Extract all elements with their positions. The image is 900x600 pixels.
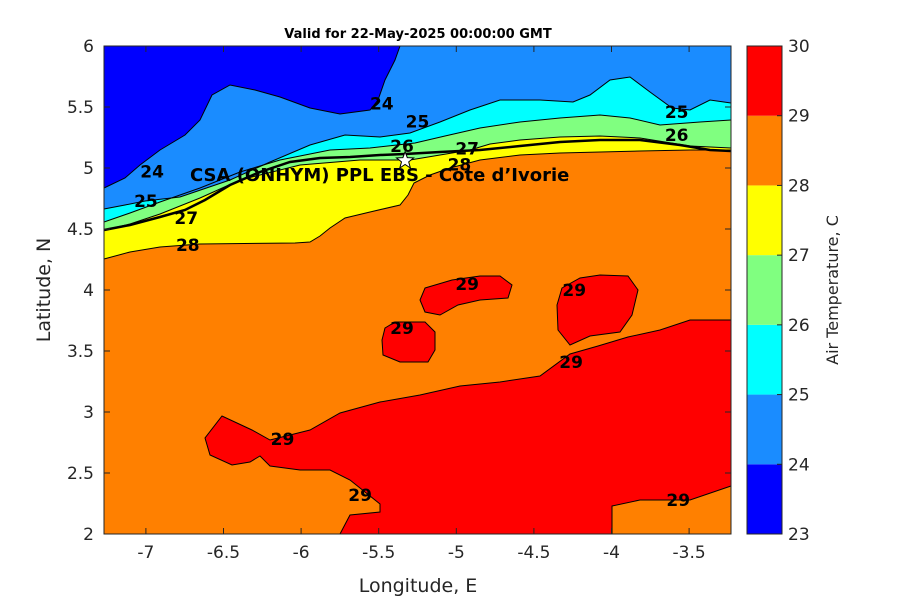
- colorbar-label: Air Temperature, C: [823, 215, 842, 365]
- contour-label: 27: [455, 139, 479, 159]
- contour-label: 28: [176, 236, 200, 256]
- coastline: [103, 138, 732, 232]
- colorbar-tick-label: 23: [788, 525, 810, 545]
- colorbar-segment: [747, 394, 782, 465]
- contour-label: 25: [665, 103, 689, 123]
- contour-label: 25: [134, 192, 158, 212]
- y-tick-label: 4: [83, 281, 94, 301]
- colorbar-tick-label: 27: [788, 246, 810, 266]
- contour-label: 27: [174, 209, 198, 229]
- contour-line-26: [103, 114, 732, 223]
- y-tick-label: 3.5: [67, 342, 94, 362]
- y-tick-label: 2: [83, 525, 94, 545]
- colorbar-tick-label: 26: [788, 316, 810, 336]
- field-29-cell-b: [381, 321, 436, 363]
- contour-label: 25: [406, 113, 430, 133]
- colorbar-segment: [747, 324, 782, 395]
- y-tick-label: 2.5: [67, 464, 94, 484]
- colorbar-tick-label: 24: [788, 455, 810, 475]
- contour-line-24: [103, 45, 401, 189]
- field-29-cell-a: [419, 275, 513, 316]
- colorbar-tick-label: 30: [788, 37, 810, 57]
- contour-label: 24: [140, 163, 164, 183]
- y-tick-label: 4.5: [67, 220, 94, 240]
- contour-label: 29: [271, 430, 295, 450]
- colorbar-tick-label: 28: [788, 176, 810, 196]
- contour-label: 26: [390, 137, 414, 157]
- y-axis-label: Latitude, N: [33, 238, 55, 343]
- site-star-icon: [395, 150, 415, 170]
- x-axis-label: Longitude, E: [359, 575, 478, 597]
- y-axis: 2 2.5 3 3.5 4 4.5 5 5.5 6: [67, 37, 731, 545]
- contour-label: 26: [665, 126, 689, 146]
- x-tick-label: -5.5: [362, 543, 395, 563]
- colorbar-segment: [747, 115, 782, 186]
- field-29-cell-c: [556, 274, 639, 346]
- colorbar-segment: [747, 255, 782, 325]
- x-tick-label: -6.5: [207, 543, 240, 563]
- x-tick-label: -4: [603, 543, 620, 563]
- contour-label: 29: [455, 275, 479, 295]
- contour-label: 28: [448, 155, 472, 175]
- colorbar-tick-label: 29: [788, 107, 810, 127]
- y-tick-label: 3: [83, 403, 94, 423]
- x-tick-label: -4.5: [517, 543, 550, 563]
- colorbar-tick-label: 25: [788, 386, 810, 406]
- colorbar: 23 24 25 26 27 28 29 30: [746, 37, 810, 545]
- contour-label: 29: [348, 486, 372, 506]
- y-tick-label: 6: [83, 37, 94, 57]
- contour-label: 24: [370, 94, 394, 114]
- y-tick-label: 5: [83, 159, 94, 179]
- contour-line-28: [103, 149, 731, 260]
- site-name-label: CSA (ONHYM) PPL EBS - Cote d’Ivorie: [190, 165, 569, 186]
- contour-line-25: [103, 76, 732, 210]
- contour-label: 29: [559, 353, 583, 373]
- colorbar-segment: [747, 464, 782, 534]
- x-axis: -7 -6.5 -6 -5.5 -5 -4.5 -4 -3.5: [137, 46, 706, 563]
- y-tick-label: 5.5: [67, 98, 94, 118]
- contour-label: 29: [562, 281, 586, 301]
- colorbar-frame: [746, 45, 783, 535]
- field-23-24: [104, 46, 400, 188]
- x-tick-label: -7: [137, 543, 154, 563]
- colorbar-segment: [747, 185, 782, 256]
- colorbar-segment: [747, 46, 782, 116]
- contour-line-27: [103, 135, 732, 231]
- x-tick-label: -6: [293, 543, 310, 563]
- chart-title: Valid for 22-May-2025 00:00:00 GMT: [284, 27, 552, 42]
- x-tick-label: -5: [448, 543, 465, 563]
- contour-label: 29: [390, 319, 414, 339]
- contour-label: 29: [666, 491, 690, 511]
- x-tick-label: -3.5: [673, 543, 706, 563]
